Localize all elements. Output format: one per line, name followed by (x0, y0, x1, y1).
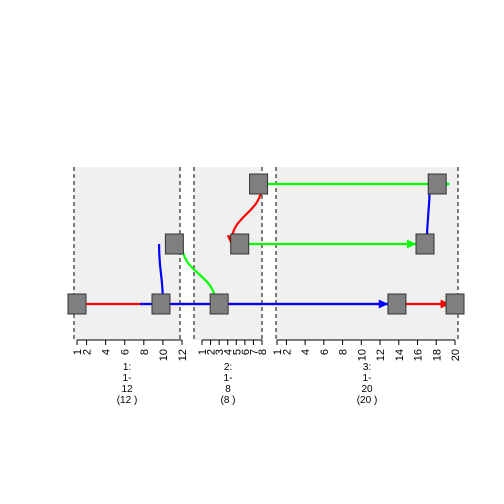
segment-box (415, 233, 435, 255)
panel-1-tick-label: 1 (72, 349, 84, 355)
panel-3-caption-line: (20 ) (357, 395, 378, 406)
panel-2-caption-line: 1- (224, 373, 233, 384)
panel-2-caption-line: 8 (225, 384, 231, 395)
panel-1-tick-label: 12 (177, 349, 189, 361)
panel-3-tick-label: 18 (431, 349, 443, 361)
panel-2-tick-label: 5 (231, 349, 243, 355)
panel-1-caption-line: 1- (123, 373, 132, 384)
panel-3-tick-label: 1 (272, 349, 284, 355)
panel-3-tick-label: 2 (281, 349, 293, 355)
panel-3-tick-label: 8 (338, 349, 350, 355)
panel-1-caption-line: (12 ) (117, 395, 138, 406)
panel-2-tick-label: 6 (240, 349, 252, 355)
panel-3-caption-line: 20 (361, 384, 373, 395)
panel-3-tick-label: 6 (319, 349, 331, 355)
panel-1-tick-label: 10 (158, 349, 170, 361)
panel-1-tick-label: 2 (82, 349, 94, 355)
segment-box (445, 293, 465, 315)
panel-2-tick-label: 4 (223, 349, 235, 355)
panel-3-tick-label: 14 (394, 349, 406, 361)
segment-box (249, 173, 269, 195)
panel-3-tick-label: 16 (413, 349, 425, 361)
panel-2-tick-label: 3 (214, 349, 226, 355)
panel-1-tick-label: 6 (120, 349, 132, 355)
panel-3-tick-label: 4 (300, 349, 312, 355)
panel-2-caption-line: (8 ) (221, 395, 236, 406)
panel-1-tick-label: 8 (139, 349, 151, 355)
panel-2-caption-line: 2: (224, 362, 232, 373)
panel-3-tick-label: 10 (356, 349, 368, 361)
segment-box (209, 293, 229, 315)
segment-box (427, 173, 447, 195)
panel-2-tick-label: 2 (206, 349, 218, 355)
panel-3-tick-label: 12 (375, 349, 387, 361)
segment-box (151, 293, 171, 315)
panel-3-tick-label: 20 (450, 349, 462, 361)
panel-2-tick-label: 8 (257, 349, 269, 355)
panel-2-tick-label: 7 (248, 349, 260, 355)
panel-1-caption-line: 12 (121, 384, 133, 395)
segment-box (67, 293, 87, 315)
panel-3-caption-line: 3: (363, 362, 371, 373)
panel-1-caption-line: 1: (123, 362, 131, 373)
panel-3-caption-line: 1- (363, 373, 372, 384)
boxes-layer (67, 173, 465, 315)
panel-2-tick-label: 1 (197, 349, 209, 355)
segment-box (230, 233, 250, 255)
segment-box (164, 233, 184, 255)
segment-box (387, 293, 407, 315)
panel-1-tick-label: 4 (101, 349, 113, 355)
